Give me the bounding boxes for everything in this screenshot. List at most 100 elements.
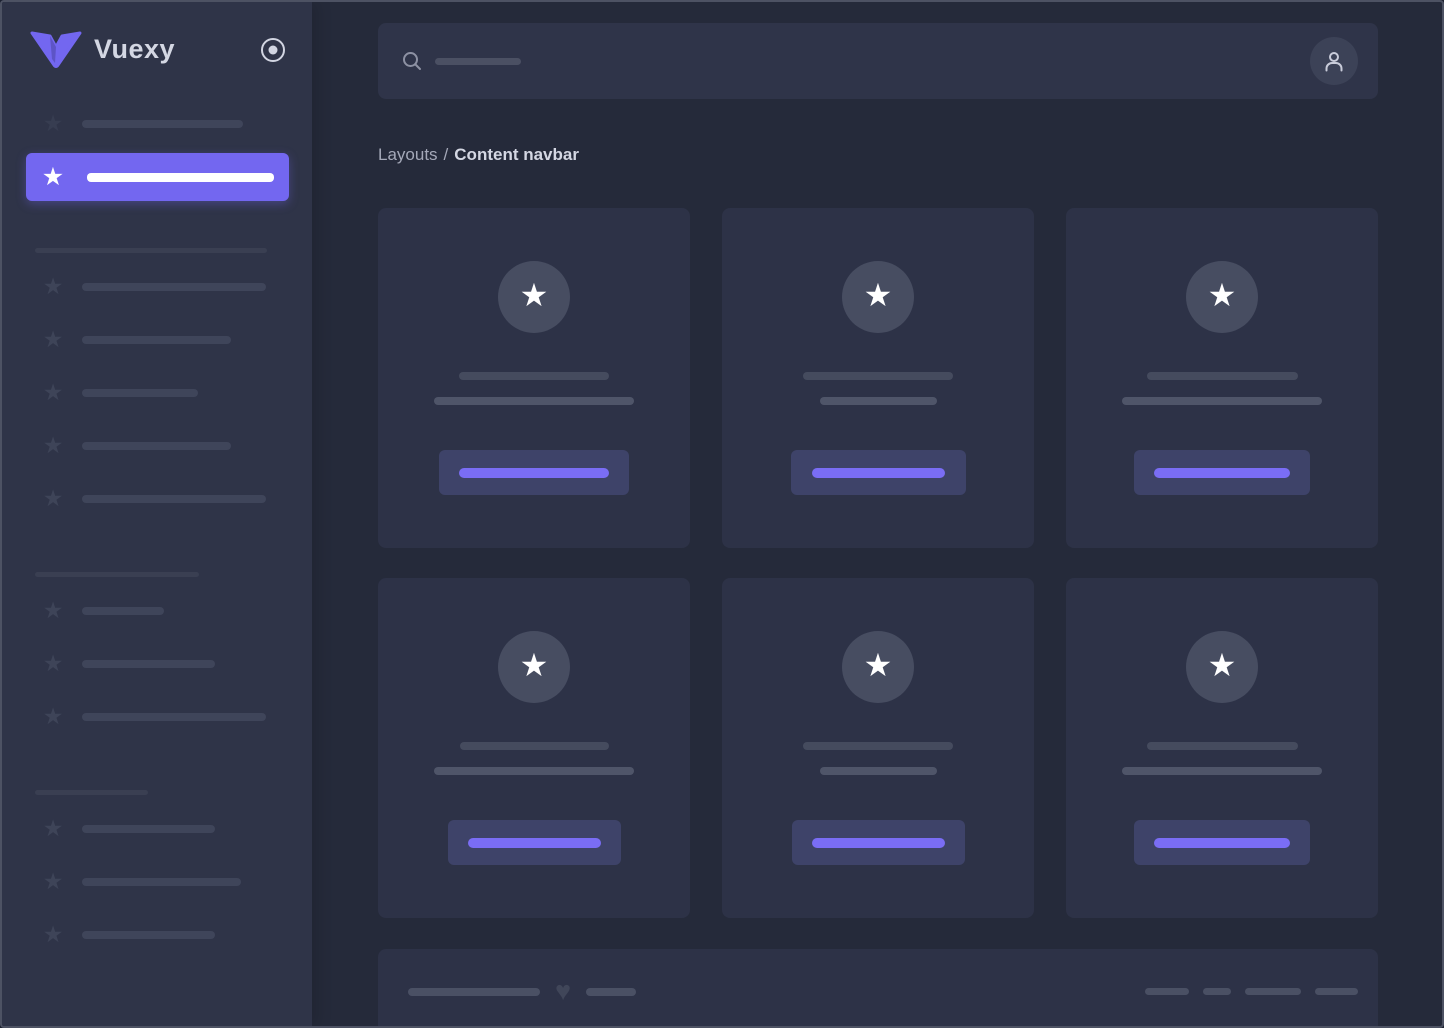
card-action-button[interactable]	[439, 450, 629, 495]
feature-card: ★	[1066, 578, 1378, 918]
star-avatar: ★	[1186, 261, 1258, 333]
nav-label-placeholder	[82, 388, 198, 397]
nav-label-placeholder	[82, 877, 241, 886]
sidebar-item[interactable]: ★	[2, 584, 312, 637]
sidebar-item[interactable]: ★	[2, 260, 312, 313]
footer-placeholder-bar	[1315, 988, 1358, 995]
footer-placeholder-bar	[1145, 988, 1189, 995]
main-content: Layouts / Content navbar ★ ★ ★ ★ ★ ★ ♥	[312, 2, 1442, 1026]
nav-label-placeholder	[82, 930, 215, 939]
sidebar-item[interactable]: ★	[2, 472, 312, 525]
star-icon: ★	[1207, 647, 1237, 683]
card-action-button[interactable]	[447, 820, 621, 865]
nav-label-placeholder	[82, 824, 215, 833]
search-placeholder	[435, 57, 521, 65]
nav-label-placeholder	[82, 606, 164, 615]
footer-placeholder-bar	[1203, 988, 1231, 995]
button-label-placeholder	[1154, 837, 1290, 848]
sidebar-item[interactable]: ★	[2, 419, 312, 472]
sidebar-item[interactable]: ★	[2, 97, 312, 150]
star-icon: ★	[863, 647, 893, 683]
star-avatar: ★	[498, 631, 570, 703]
nav-label-placeholder	[82, 712, 266, 721]
nav-label-placeholder	[82, 282, 266, 291]
nav-label-placeholder	[82, 119, 243, 128]
text-placeholder	[803, 742, 953, 750]
text-placeholder	[1146, 742, 1298, 750]
star-icon: ★	[519, 277, 549, 313]
nav-label-placeholder	[82, 494, 266, 503]
star-icon: ★	[1207, 277, 1237, 313]
sidebar: Vuexy ★ ★ ★ ★ ★ ★ ★ ★ ★ ★ ★ ★ ★	[2, 2, 312, 1026]
sidebar-nav: ★ ★ ★ ★ ★ ★ ★ ★ ★ ★ ★ ★ ★	[2, 97, 312, 961]
button-label-placeholder	[459, 467, 609, 478]
star-icon: ★	[42, 326, 64, 352]
feature-card: ★	[378, 208, 690, 548]
button-label-placeholder	[467, 837, 601, 848]
feature-card: ★	[378, 578, 690, 918]
star-icon: ★	[42, 432, 64, 458]
star-icon: ★	[42, 485, 64, 511]
nav-section-divider	[35, 790, 148, 795]
text-placeholder	[1122, 767, 1322, 775]
app-title: Vuexy	[94, 34, 176, 64]
heart-icon: ♥	[555, 976, 572, 1006]
text-placeholder	[434, 767, 634, 775]
feature-card: ★	[1066, 208, 1378, 548]
button-label-placeholder	[811, 837, 945, 848]
breadcrumb: Layouts / Content navbar	[378, 144, 1442, 165]
text-placeholder	[1146, 372, 1298, 380]
footer-row: ♥	[408, 949, 1358, 1005]
card-action-button[interactable]	[1134, 820, 1310, 865]
nav-label-placeholder	[82, 659, 215, 668]
cards-grid: ★ ★ ★ ★ ★ ★	[378, 208, 1442, 918]
text-placeholder	[819, 397, 937, 405]
star-icon: ★	[42, 650, 64, 676]
star-icon: ★	[42, 815, 64, 841]
star-avatar: ★	[842, 261, 914, 333]
star-avatar: ★	[1186, 631, 1258, 703]
sidebar-item[interactable]: ★	[2, 908, 312, 961]
nav-label-placeholder	[82, 441, 231, 450]
feature-card: ★	[722, 208, 1034, 548]
nav-label-placeholder	[82, 335, 231, 344]
search-bar[interactable]	[378, 23, 1378, 99]
text-placeholder	[1122, 397, 1322, 405]
star-icon: ★	[42, 379, 64, 405]
nav-section-divider	[35, 248, 267, 253]
sidebar-item[interactable]: ★	[2, 802, 312, 855]
sidebar-item[interactable]: ★	[2, 855, 312, 908]
star-icon: ★	[519, 647, 549, 683]
star-icon: ★	[42, 868, 64, 894]
card-action-button[interactable]	[1134, 450, 1310, 495]
star-icon: ★	[42, 921, 64, 947]
sidebar-item[interactable]: ★	[2, 366, 312, 419]
sidebar-item[interactable]: ★	[2, 637, 312, 690]
sidebar-item[interactable]: ★	[2, 690, 312, 743]
sidebar-item[interactable]: ★	[2, 313, 312, 366]
footer-placeholder-bar	[1245, 988, 1301, 995]
text-placeholder	[459, 742, 609, 750]
footer-card: ♥	[378, 949, 1378, 1026]
text-placeholder	[819, 767, 937, 775]
feature-card: ★	[722, 578, 1034, 918]
user-avatar-button[interactable]	[1310, 37, 1358, 85]
button-label-placeholder	[811, 467, 945, 478]
nav-section-divider	[35, 572, 199, 577]
breadcrumb-current: Content navbar	[454, 145, 579, 164]
text-placeholder	[434, 397, 634, 405]
star-icon: ★	[41, 162, 65, 191]
star-icon: ★	[863, 277, 893, 313]
sidebar-header: Vuexy	[2, 2, 312, 97]
text-placeholder	[586, 987, 637, 996]
sidebar-item-active[interactable]: ★	[26, 153, 289, 201]
text-placeholder	[408, 987, 540, 996]
card-action-button[interactable]	[790, 450, 966, 495]
star-icon: ★	[42, 703, 64, 729]
card-action-button[interactable]	[791, 820, 965, 865]
nav-pin-toggle-icon[interactable]	[260, 37, 286, 63]
breadcrumb-separator: /	[443, 145, 449, 164]
vuexy-logo-icon	[30, 31, 82, 68]
breadcrumb-parent[interactable]: Layouts	[378, 145, 438, 164]
